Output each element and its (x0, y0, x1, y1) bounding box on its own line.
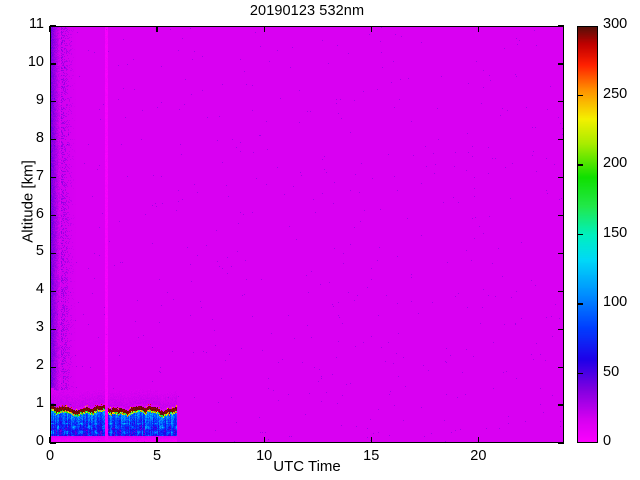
y-tick-mark-right (558, 366, 564, 368)
y-tick-mark (50, 214, 56, 217)
x-tick-mark-top (49, 26, 51, 32)
y-tick-label: 11 (28, 16, 44, 32)
x-tick-label: 20 (470, 448, 487, 464)
y-tick-mark (50, 366, 56, 368)
x-tick-mark-top (156, 26, 158, 32)
y-tick-mark-right (558, 404, 564, 406)
y-tick-mark (50, 328, 56, 330)
x-tick-mark-top (477, 26, 479, 32)
x-tick-label: 0 (45, 448, 55, 464)
y-tick-mark (50, 63, 56, 65)
x-tick-mark (477, 437, 479, 443)
y-tick-mark-right (558, 63, 564, 65)
x-tick-mark-top (370, 26, 372, 32)
x-axis-label: UTC Time (273, 458, 341, 475)
y-tick-mark (50, 25, 56, 27)
y-tick-mark-right (558, 290, 564, 292)
colorbar-tick-label: 150 (603, 224, 628, 241)
page-title: 20190123 532nm (249, 3, 365, 19)
y-tick-mark (50, 139, 56, 141)
y-tick-label: 7 (35, 167, 44, 184)
colorbar-tick-label: 50 (603, 363, 620, 380)
x-tick-mark (49, 437, 51, 443)
y-tick-mark-right (558, 176, 564, 179)
colorbar-tick-mark (578, 303, 583, 305)
colorbar-tick-label: 200 (603, 155, 628, 171)
y-tick-label: 8 (35, 129, 44, 146)
y-axis-label: Altitude [km] (19, 160, 37, 243)
x-tick-label: 5 (153, 448, 162, 464)
y-tick-mark-right (558, 139, 564, 141)
y-tick-mark-right (558, 25, 564, 27)
y-tick-mark-right (558, 214, 564, 217)
y-tick-mark (50, 442, 56, 444)
colorbar-tick-label: 250 (603, 85, 628, 102)
colorbar-tick-label: 300 (603, 16, 628, 32)
y-tick-label: 10 (27, 53, 44, 70)
y-tick-mark (50, 404, 56, 406)
y-tick-mark-right (558, 252, 564, 255)
colorbar-tick-label: 0 (603, 433, 612, 449)
colorbar-tick-mark (578, 94, 583, 97)
colorbar-gradient (578, 27, 597, 442)
colorbar-tick-mark (578, 372, 583, 375)
y-tick-mark (50, 252, 56, 255)
x-tick-label: 10 (256, 448, 273, 464)
colorbar (577, 26, 598, 443)
y-tick-mark (50, 176, 56, 179)
heatmap-plot-area (50, 26, 564, 443)
colorbar-tick-mark (578, 233, 583, 236)
colorbar-tick-label: 100 (603, 294, 628, 310)
y-tick-mark (50, 290, 56, 292)
x-tick-mark (370, 437, 372, 443)
y-tick-label: 3 (35, 319, 44, 336)
colorbar-tick-mark (578, 164, 583, 166)
y-tick-mark-right (558, 442, 564, 444)
y-tick-label: 6 (35, 205, 44, 222)
x-tick-mark (156, 437, 158, 443)
y-tick-label: 2 (35, 357, 44, 374)
x-tick-label: 15 (363, 448, 380, 464)
y-tick-mark-right (558, 328, 564, 330)
x-tick-mark-top (263, 26, 265, 32)
x-tick-mark (263, 437, 265, 443)
y-tick-mark (50, 101, 56, 103)
y-tick-label: 1 (35, 395, 44, 412)
lidar-backscatter-heatmap (51, 27, 563, 442)
y-tick-label: 4 (35, 281, 44, 298)
y-tick-label: 0 (35, 433, 44, 449)
y-tick-label: 5 (35, 243, 44, 260)
y-tick-label: 9 (35, 91, 44, 108)
y-tick-mark-right (558, 101, 564, 103)
